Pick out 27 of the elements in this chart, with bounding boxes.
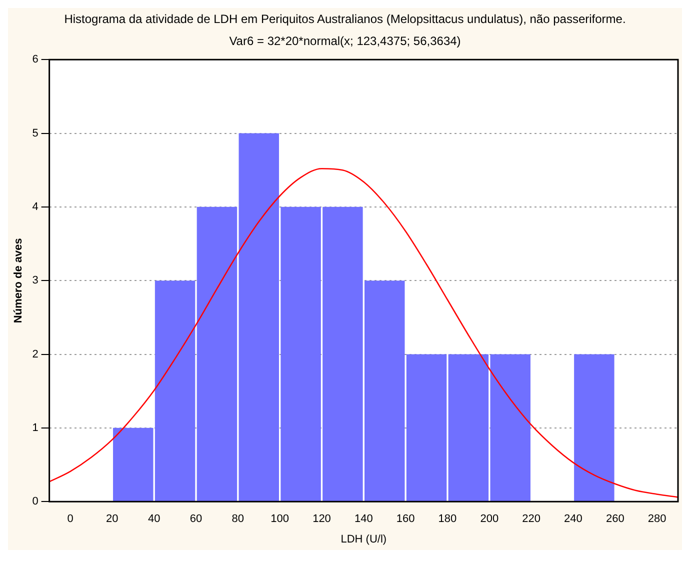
x-tick-label: 200 bbox=[480, 513, 499, 526]
y-tick-label: 2 bbox=[32, 348, 38, 360]
x-tick-label: 280 bbox=[648, 513, 666, 526]
chart-subtitle: Var6 = 32*20*normal(x; 123,4375; 56,3634) bbox=[228, 33, 462, 50]
x-tick-label: 100 bbox=[270, 513, 290, 526]
x-tick-label: 80 bbox=[232, 513, 244, 526]
x-tick-label: 180 bbox=[438, 513, 457, 526]
x-tick-label: 220 bbox=[522, 513, 540, 526]
x-tick-label: 240 bbox=[564, 513, 582, 526]
x-tick-label: 160 bbox=[396, 513, 415, 526]
x-tick-label: 260 bbox=[606, 513, 624, 526]
y-tick-label: 0 bbox=[32, 496, 38, 508]
x-axis-title: LDH (U/l) bbox=[340, 533, 387, 546]
y-axis-title: Número de aves bbox=[12, 238, 25, 324]
y-tick-label: 1 bbox=[32, 422, 38, 434]
y-tick-label: 4 bbox=[32, 200, 38, 213]
x-tick-label: 140 bbox=[354, 513, 373, 526]
y-tick-label: 5 bbox=[32, 127, 38, 140]
x-tick-label: 40 bbox=[148, 513, 160, 526]
x-tick-label: 60 bbox=[190, 513, 202, 526]
chart-title: Histograma da atividade de LDH em Periquitos Australianos (Melopsittacus undulatus), não passeriforme. bbox=[63, 11, 627, 26]
x-tick-label: 0 bbox=[67, 513, 74, 526]
line-series bbox=[49, 168, 678, 498]
y-tick-label: 3 bbox=[32, 274, 38, 287]
x-tick-label: 120 bbox=[312, 513, 331, 526]
x-tick-label: 20 bbox=[106, 513, 118, 526]
y-tick-label: 6 bbox=[32, 54, 38, 66]
